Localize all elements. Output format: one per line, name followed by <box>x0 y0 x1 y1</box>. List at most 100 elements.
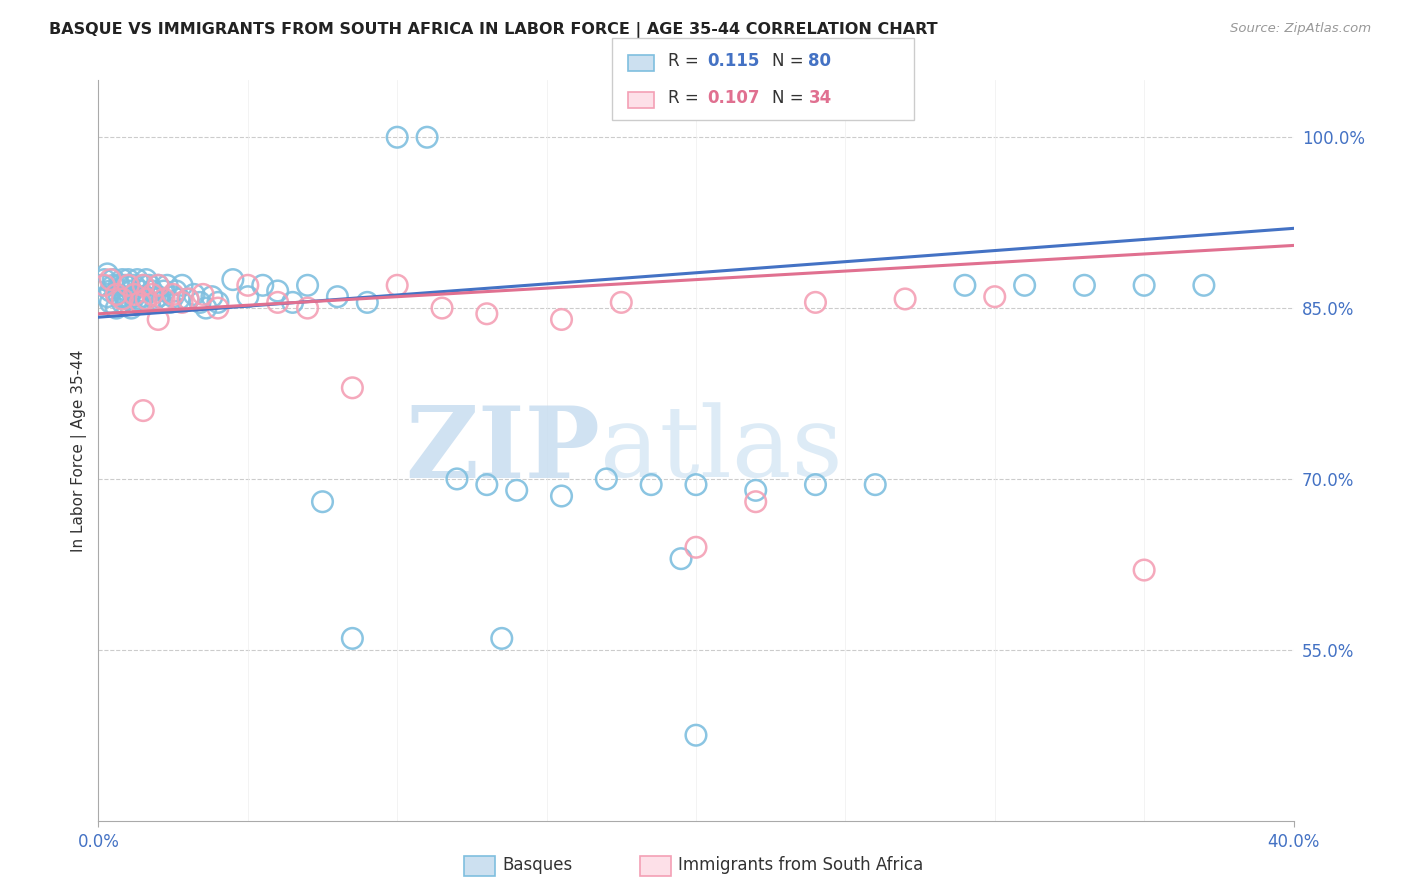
Point <box>430 301 453 315</box>
Point <box>132 403 155 417</box>
Point <box>183 287 205 301</box>
Point <box>132 290 155 304</box>
Point <box>195 301 218 315</box>
Point <box>475 477 498 491</box>
Point <box>745 483 768 498</box>
Point <box>342 381 364 395</box>
Point <box>1192 278 1215 293</box>
Point <box>162 287 184 301</box>
Point <box>148 290 170 304</box>
Text: 80: 80 <box>808 53 831 70</box>
Point <box>685 728 707 742</box>
Point <box>1133 563 1156 577</box>
Point <box>1133 278 1156 293</box>
Point <box>114 278 136 293</box>
Point <box>1073 278 1095 293</box>
Point <box>98 284 122 298</box>
Point <box>506 483 529 498</box>
Point <box>804 477 827 491</box>
Point <box>311 494 333 508</box>
Point <box>172 278 194 293</box>
Point <box>446 472 468 486</box>
Point <box>108 290 131 304</box>
Point <box>865 477 887 491</box>
Point <box>177 292 200 306</box>
Point <box>120 284 142 298</box>
Point <box>385 130 409 145</box>
Point <box>108 278 131 293</box>
Text: N =: N = <box>772 53 808 70</box>
Y-axis label: In Labor Force | Age 35-44: In Labor Force | Age 35-44 <box>72 350 87 551</box>
Point <box>117 292 139 306</box>
Point <box>143 292 166 306</box>
Point <box>267 295 290 310</box>
Point <box>96 290 118 304</box>
Point <box>222 272 245 286</box>
Text: atlas: atlas <box>600 402 844 499</box>
Point <box>120 301 142 315</box>
Point <box>550 489 572 503</box>
Point <box>90 278 112 293</box>
Point <box>124 287 146 301</box>
Point <box>93 278 115 293</box>
Point <box>117 278 139 293</box>
Text: R =: R = <box>668 89 704 107</box>
Point <box>148 312 170 326</box>
Point <box>953 278 976 293</box>
Point <box>236 290 259 304</box>
Point <box>385 278 409 293</box>
Point <box>685 477 707 491</box>
Point <box>105 287 128 301</box>
Point <box>201 290 224 304</box>
Point <box>135 292 157 306</box>
Point <box>129 295 152 310</box>
Point <box>267 284 290 298</box>
Point <box>342 632 364 646</box>
Point <box>135 292 157 306</box>
Point <box>111 295 134 310</box>
Point <box>491 632 513 646</box>
Point <box>326 290 349 304</box>
Point <box>111 272 134 286</box>
Point <box>129 295 152 310</box>
Point <box>129 284 152 298</box>
Point <box>177 292 200 306</box>
Point <box>281 295 304 310</box>
Point <box>191 287 214 301</box>
Point <box>127 272 149 286</box>
Point <box>103 272 125 286</box>
Text: 0.115: 0.115 <box>707 53 759 70</box>
Point <box>207 295 229 310</box>
Text: Source: ZipAtlas.com: Source: ZipAtlas.com <box>1230 22 1371 36</box>
Point <box>475 307 498 321</box>
Point <box>356 295 378 310</box>
Point <box>103 278 125 293</box>
Point <box>610 295 633 310</box>
Point <box>162 290 184 304</box>
Point <box>159 295 181 310</box>
Point <box>207 301 229 315</box>
Point <box>595 472 617 486</box>
Point <box>745 494 768 508</box>
Point <box>135 272 157 286</box>
Point <box>669 551 692 566</box>
Point <box>550 312 572 326</box>
Point <box>153 284 176 298</box>
Point <box>114 290 136 304</box>
Point <box>93 272 115 286</box>
Point <box>96 267 118 281</box>
Point <box>150 295 173 310</box>
Point <box>1014 278 1036 293</box>
Point <box>156 278 179 293</box>
Point <box>153 292 176 306</box>
Point <box>172 295 194 310</box>
Text: 0.107: 0.107 <box>707 89 759 107</box>
Point <box>236 278 259 293</box>
Point <box>98 295 122 310</box>
Point <box>141 287 163 301</box>
Text: Basques: Basques <box>502 856 572 874</box>
Point <box>132 278 155 293</box>
Point <box>105 287 128 301</box>
Point <box>416 130 439 145</box>
Point <box>148 278 170 293</box>
